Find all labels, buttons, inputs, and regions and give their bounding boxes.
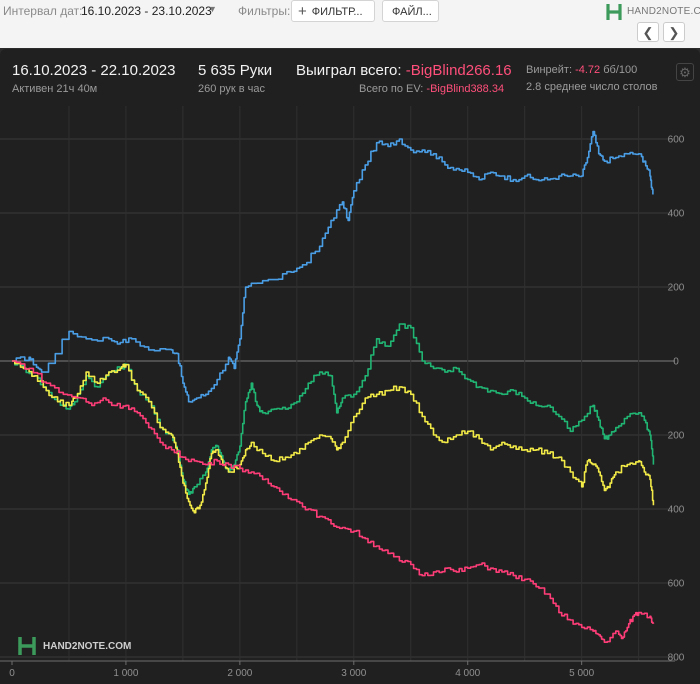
add-filter-label: ФИЛЬТР... bbox=[311, 6, 363, 18]
watermark-text: HAND2NOTE.COM bbox=[43, 641, 132, 652]
date-interval-label: Интервал дат: bbox=[3, 4, 83, 18]
hands-count: 5 635 Руки bbox=[198, 62, 273, 79]
y-tick-label: 600 bbox=[668, 579, 685, 590]
y-tick-label: 400 bbox=[668, 505, 685, 516]
settings-button[interactable]: ⚙ bbox=[676, 63, 694, 81]
y-tick-label: 800 bbox=[668, 653, 685, 664]
plus-icon: + bbox=[298, 3, 307, 20]
x-tick-label: 1 000 bbox=[113, 668, 138, 679]
gear-icon: ⚙ bbox=[679, 65, 691, 80]
ev-total: Всего по EV: -BigBlind388.34 bbox=[359, 83, 504, 95]
won-total-value: -BigBlind266.16 bbox=[405, 62, 512, 79]
watermark-logo: HAND2NOTE.COM bbox=[17, 636, 131, 661]
hand2note-logo-icon bbox=[606, 4, 622, 20]
series-line-green bbox=[12, 323, 655, 495]
won-total-label: Выиграл всего: bbox=[296, 62, 402, 79]
active-time: Активен 21ч 40м bbox=[12, 83, 98, 95]
add-filter-button[interactable]: + ФИЛЬТР... bbox=[291, 0, 375, 22]
y-tick-label: 600 bbox=[668, 135, 685, 146]
x-tick-label: 2 000 bbox=[227, 668, 252, 679]
winrate-value: -4.72 bbox=[575, 64, 601, 76]
file-button[interactable]: ФАЙЛ... bbox=[382, 0, 439, 22]
x-tick-label: 0 bbox=[9, 668, 15, 679]
series-line-yellow bbox=[12, 360, 655, 514]
x-tick-label: 4 000 bbox=[455, 668, 480, 679]
next-page-button[interactable]: ❯ bbox=[663, 22, 685, 42]
logo-text: HAND2NOTE.COM bbox=[627, 6, 700, 17]
filters-label: Фильтры: bbox=[238, 4, 291, 18]
y-tick-label: 400 bbox=[668, 209, 685, 220]
period-value: 16.10.2023 - 22.10.2023 bbox=[12, 62, 176, 79]
chevron-left-icon: ❮ bbox=[642, 25, 654, 40]
chevron-right-icon: ❯ bbox=[668, 25, 680, 40]
series-line-pink bbox=[12, 360, 655, 643]
hand2note-logo: HAND2NOTE.COM bbox=[606, 3, 700, 26]
graph-panel bbox=[0, 49, 700, 684]
winrate-label: Винрейт: bbox=[526, 64, 573, 76]
series-line-blue bbox=[12, 130, 654, 403]
ev-total-value: -BigBlind388.34 bbox=[426, 83, 505, 95]
x-tick-label: 3 000 bbox=[341, 668, 366, 679]
chart-series bbox=[12, 130, 655, 643]
y-tick-label: 0 bbox=[673, 357, 679, 368]
chevron-down-icon[interactable]: ▼ bbox=[208, 4, 217, 14]
winrate: Винрейт: -4.72 бб/100 bbox=[526, 64, 637, 76]
hands-per-hour: 260 рук в час bbox=[198, 83, 266, 95]
watermark-logo-icon bbox=[18, 637, 36, 655]
y-tick-label: 200 bbox=[668, 431, 685, 442]
top-toolbar: Интервал дат: 16.10.2023 - 23.10.2023 ▼ … bbox=[0, 0, 700, 48]
y-tick-label: 200 bbox=[668, 283, 685, 294]
won-total: Выиграл всего: -BigBlind266.16 bbox=[296, 62, 512, 79]
file-button-label: ФАЙЛ... bbox=[392, 6, 432, 18]
x-tick-label: 5 000 bbox=[569, 668, 594, 679]
date-range-select[interactable]: 16.10.2023 - 23.10.2023 bbox=[81, 4, 212, 18]
chart-grid bbox=[0, 106, 675, 662]
ev-total-label: Всего по EV: bbox=[359, 83, 424, 95]
avg-tables: 2.8 среднее число столов bbox=[526, 81, 658, 93]
prev-page-button[interactable]: ❮ bbox=[637, 22, 659, 42]
chart-ticks: 600 400 200 0 200 400 600 800 0 1 000 2 000 3 000 4 … bbox=[9, 135, 685, 680]
winrate-unit: бб/100 bbox=[603, 64, 638, 76]
